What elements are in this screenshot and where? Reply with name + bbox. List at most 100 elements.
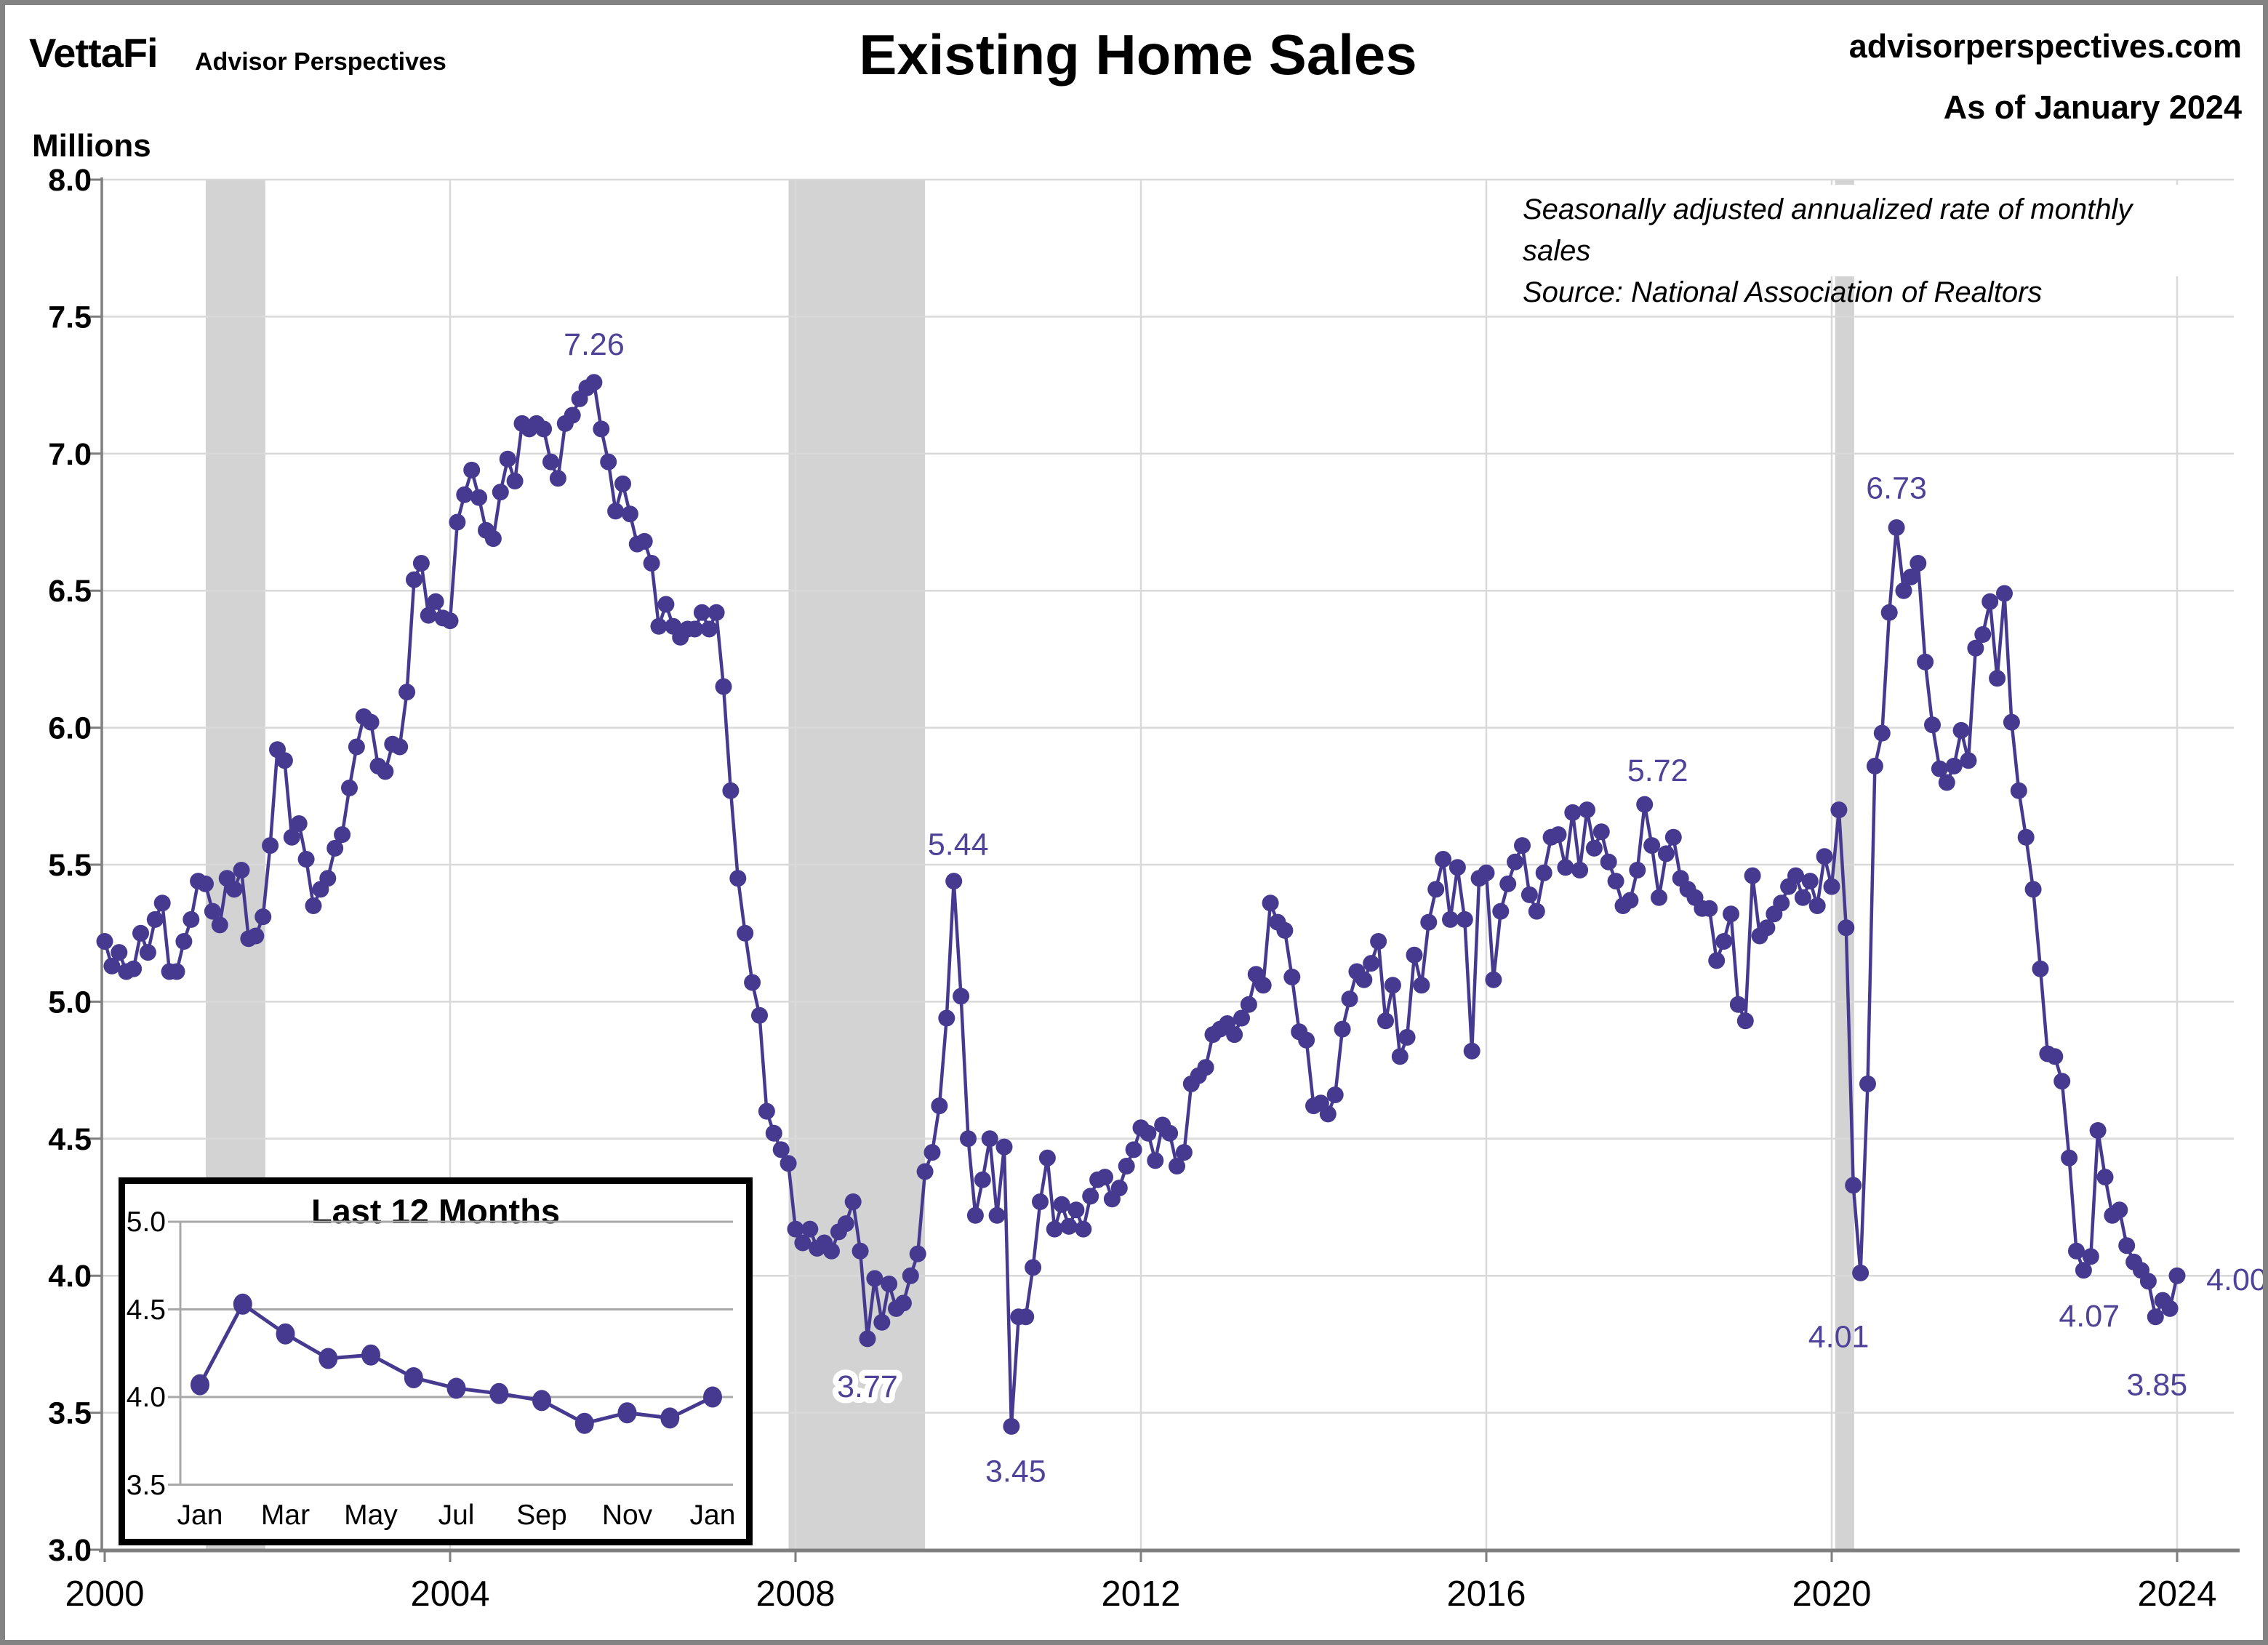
data-point	[1535, 864, 1552, 881]
data-point	[758, 1102, 775, 1120]
data-point	[1794, 889, 1811, 906]
data-point	[1161, 1124, 1179, 1142]
data-point	[923, 1144, 941, 1161]
data-point	[2068, 1242, 2085, 1260]
data-point	[578, 379, 596, 396]
data-point	[290, 815, 308, 832]
data-point	[348, 738, 365, 756]
data-point	[1636, 796, 1654, 813]
data-point	[1485, 971, 1502, 988]
data-point	[412, 555, 430, 572]
data-point	[2147, 1308, 2164, 1326]
data-point	[132, 924, 149, 942]
data-point	[1442, 910, 1459, 928]
data-point	[1715, 933, 1733, 950]
data-point	[1319, 1105, 1337, 1123]
data-point	[1600, 853, 1617, 870]
annotation-3.85: 3.85	[2126, 1368, 2187, 1403]
data-point	[1845, 1177, 1862, 1194]
y-tick-label-4.5: 4.5	[48, 1122, 92, 1157]
data-point	[628, 535, 646, 553]
data-point	[881, 1276, 898, 1292]
inset-y-tick-label-4.5: 4.5	[126, 1294, 166, 1326]
data-point	[715, 678, 732, 695]
data-point	[2024, 881, 2042, 898]
data-point	[837, 1215, 854, 1233]
data-point	[995, 1138, 1013, 1156]
data-point	[772, 1141, 790, 1158]
data-point	[1830, 801, 1848, 819]
data-point	[1283, 969, 1301, 985]
data-point	[1132, 1119, 1150, 1137]
data-point	[269, 741, 286, 759]
data-point	[650, 617, 668, 635]
data-point	[355, 708, 372, 725]
data-point	[1233, 1009, 1250, 1027]
data-point	[744, 974, 761, 991]
annotation-3.77: 3.77	[837, 1369, 898, 1404]
inset-x-tick-label-6: Jan	[689, 1500, 736, 1531]
data-point	[2118, 1237, 2136, 1254]
y-tick-label-5.5: 5.5	[48, 848, 92, 883]
data-point	[1592, 823, 1610, 841]
data-point	[1492, 902, 1510, 920]
data-point	[866, 1270, 883, 1287]
data-point	[1010, 1308, 1027, 1326]
recession-band-2	[1835, 179, 1854, 1550]
data-point	[1305, 1097, 1322, 1115]
data-point	[1780, 878, 1798, 895]
data-point	[2046, 1048, 2064, 1065]
data-point	[672, 628, 689, 646]
data-point	[341, 780, 358, 796]
data-point	[240, 930, 257, 948]
data-point	[974, 1171, 991, 1188]
data-point	[1945, 757, 1963, 775]
data-point	[679, 620, 697, 638]
x-tick-label-2020: 2020	[1792, 1574, 1871, 1614]
data-point	[1643, 837, 1661, 854]
chart-note: Seasonally adjusted annualized rate of m…	[1511, 185, 2198, 308]
data-point	[657, 596, 675, 613]
data-point	[1873, 724, 1891, 742]
data-point	[1291, 1023, 1308, 1041]
data-point	[1952, 721, 1970, 739]
data-point	[844, 1193, 862, 1210]
data-point	[665, 617, 682, 635]
data-point	[751, 1006, 768, 1024]
data-point	[1470, 870, 1488, 887]
data-point	[542, 453, 559, 471]
data-point	[1880, 604, 1898, 621]
data-point	[794, 1234, 812, 1252]
data-point	[1736, 1012, 1754, 1030]
data-point	[1182, 1075, 1200, 1092]
data-point	[1197, 1059, 1214, 1076]
y-tick-label-4.0: 4.0	[48, 1259, 92, 1294]
annotation-4.07: 4.07	[2059, 1299, 2120, 1334]
inset-x-tick-label-1: Mar	[260, 1500, 310, 1531]
data-point	[233, 862, 250, 878]
as-of-date: As of January 2024	[1943, 89, 2242, 126]
data-point	[1032, 1193, 1049, 1210]
data-point	[2139, 1273, 2157, 1290]
data-point	[873, 1313, 891, 1331]
data-point	[636, 532, 653, 550]
data-point	[2032, 960, 2049, 977]
data-point	[1003, 1417, 1020, 1435]
data-point	[1312, 1094, 1329, 1112]
inset-y-tick-label-5.0: 5.0	[126, 1206, 166, 1238]
data-point	[966, 1206, 984, 1224]
data-point	[1175, 1144, 1193, 1161]
data-point	[420, 607, 437, 624]
data-point	[1585, 839, 1603, 857]
data-point	[535, 420, 553, 438]
data-point	[1169, 1158, 1185, 1174]
data-point	[931, 1097, 948, 1115]
data-point	[564, 407, 581, 424]
data-point	[2053, 1073, 2071, 1090]
data-point	[190, 873, 207, 890]
data-point	[1564, 804, 1582, 821]
inset-x-tick-label-4: Sep	[516, 1500, 567, 1531]
data-point	[851, 1242, 869, 1260]
data-point	[96, 933, 113, 950]
data-point	[2168, 1267, 2186, 1284]
